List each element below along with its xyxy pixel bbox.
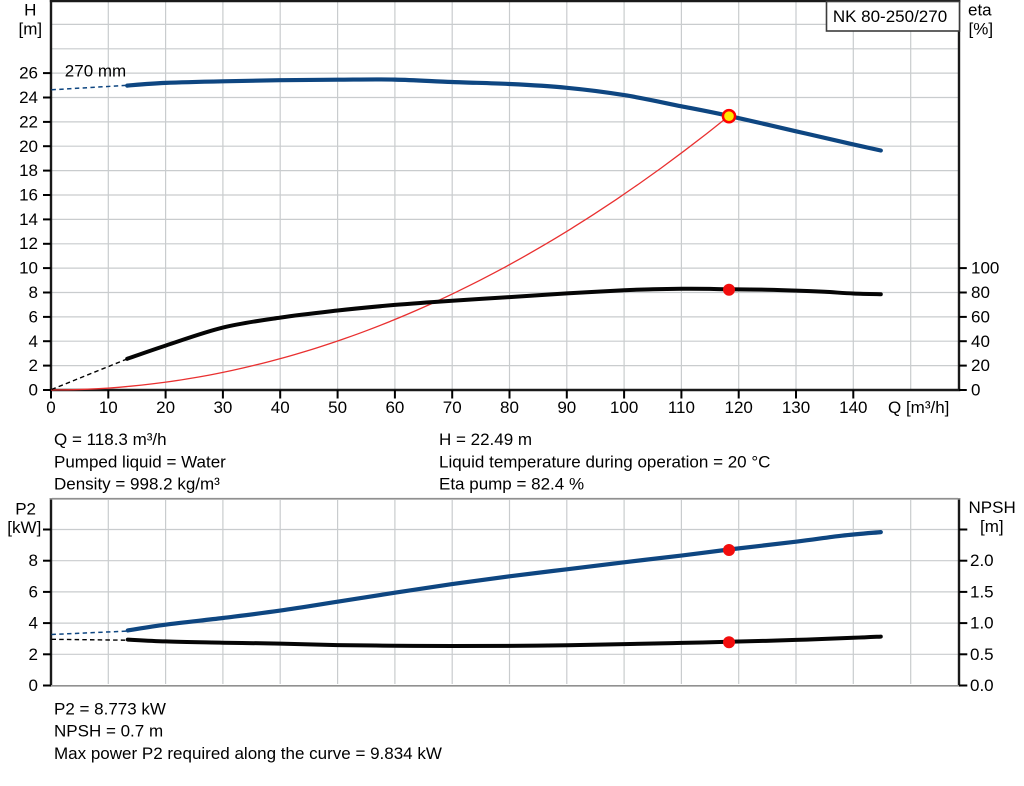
svg-text:100: 100	[971, 259, 999, 278]
svg-text:2.0: 2.0	[970, 551, 994, 570]
svg-text:0: 0	[29, 676, 38, 695]
svg-text:22: 22	[19, 112, 38, 131]
svg-text:[%]: [%]	[969, 20, 994, 39]
svg-text:H = 22.49 m: H = 22.49 m	[439, 430, 532, 449]
svg-text:0: 0	[971, 381, 980, 400]
svg-text:20: 20	[19, 137, 38, 156]
svg-text:H: H	[24, 1, 36, 20]
svg-text:70: 70	[443, 398, 462, 417]
svg-text:60: 60	[971, 307, 990, 326]
svg-text:8: 8	[29, 551, 38, 570]
svg-text:4: 4	[29, 614, 38, 633]
svg-text:120: 120	[725, 398, 753, 417]
svg-text:2: 2	[29, 645, 38, 664]
svg-text:[m]: [m]	[980, 517, 1004, 536]
svg-text:Eta pump = 82.4 %: Eta pump = 82.4 %	[439, 475, 584, 494]
svg-text:40: 40	[271, 398, 290, 417]
svg-text:270 mm: 270 mm	[65, 62, 126, 81]
svg-text:20: 20	[156, 398, 175, 417]
svg-text:0.5: 0.5	[970, 645, 994, 664]
svg-text:Liquid temperature during oper: Liquid temperature during operation = 20…	[439, 452, 770, 471]
svg-text:P2: P2	[15, 500, 36, 519]
svg-text:NK 80-250/270: NK 80-250/270	[833, 7, 947, 26]
svg-text:Q = 118.3 m³/h: Q = 118.3 m³/h	[54, 430, 167, 449]
svg-text:Q [m³/h]: Q [m³/h]	[888, 398, 949, 417]
svg-text:2: 2	[29, 356, 38, 375]
svg-text:60: 60	[385, 398, 404, 417]
svg-text:8: 8	[29, 283, 38, 302]
svg-text:[m]: [m]	[18, 20, 42, 39]
svg-text:0.0: 0.0	[970, 676, 994, 695]
svg-text:[kW]: [kW]	[7, 518, 41, 537]
svg-text:6: 6	[29, 582, 38, 601]
svg-text:80: 80	[971, 283, 990, 302]
svg-text:Pumped liquid = Water: Pumped liquid = Water	[54, 452, 226, 471]
svg-text:NPSH = 0.7 m: NPSH = 0.7 m	[54, 722, 163, 741]
svg-text:1.5: 1.5	[970, 582, 994, 601]
svg-text:10: 10	[99, 398, 118, 417]
svg-text:80: 80	[500, 398, 519, 417]
svg-text:12: 12	[19, 234, 38, 253]
svg-text:16: 16	[19, 186, 38, 205]
svg-text:130: 130	[782, 398, 810, 417]
svg-text:P2 = 8.773 kW: P2 = 8.773 kW	[54, 699, 166, 718]
svg-text:18: 18	[19, 161, 38, 180]
svg-text:4: 4	[29, 332, 38, 351]
svg-text:Max power P2 required along th: Max power P2 required along the curve = …	[54, 744, 442, 763]
svg-text:eta: eta	[968, 1, 992, 20]
svg-text:100: 100	[610, 398, 638, 417]
svg-text:0: 0	[29, 381, 38, 400]
svg-text:50: 50	[328, 398, 347, 417]
svg-text:1.0: 1.0	[970, 614, 994, 633]
svg-text:10: 10	[19, 259, 38, 278]
svg-text:NPSH: NPSH	[969, 498, 1016, 517]
svg-text:24: 24	[19, 88, 38, 107]
svg-text:30: 30	[213, 398, 232, 417]
svg-text:90: 90	[557, 398, 576, 417]
svg-text:110: 110	[668, 398, 695, 417]
svg-text:0: 0	[46, 398, 55, 417]
svg-text:Density = 998.2 kg/m³: Density = 998.2 kg/m³	[54, 475, 220, 494]
svg-text:140: 140	[839, 398, 867, 417]
svg-text:14: 14	[19, 210, 38, 229]
svg-text:6: 6	[29, 307, 38, 326]
svg-text:40: 40	[971, 332, 990, 351]
svg-text:26: 26	[19, 64, 38, 83]
svg-text:20: 20	[971, 356, 990, 375]
